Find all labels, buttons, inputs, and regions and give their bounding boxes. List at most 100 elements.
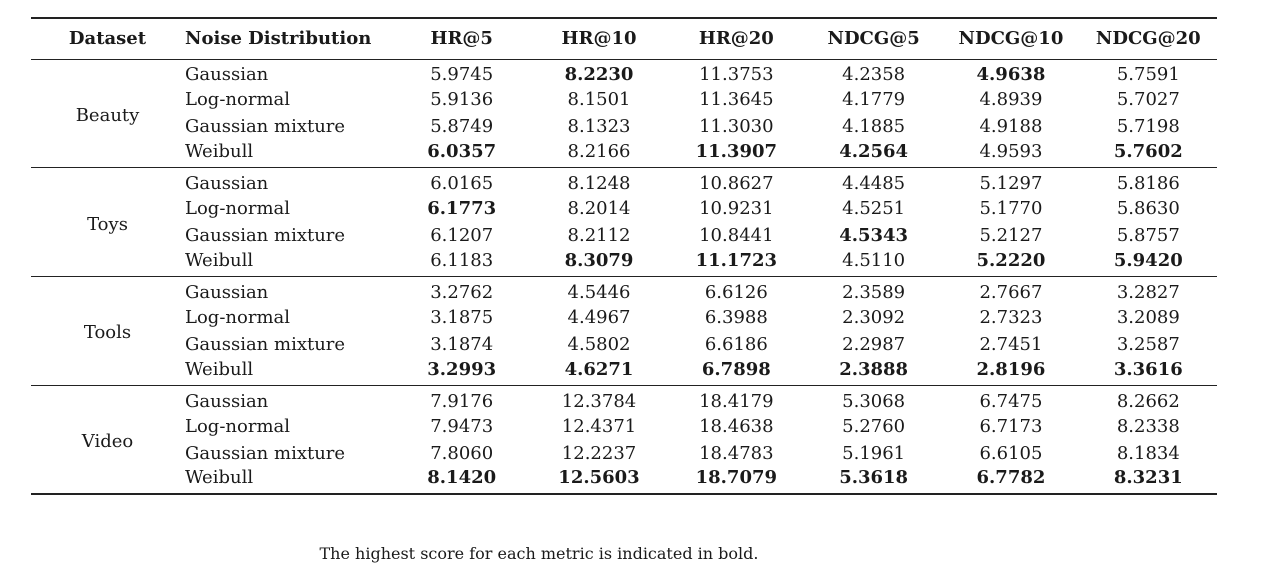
metric-value-cell: 4.5802: [567, 333, 631, 355]
metric-value-cell: 6.0165: [430, 173, 494, 195]
dataset-cell: Video: [31, 385, 185, 495]
metric-value-cell: 6.6126: [704, 281, 768, 303]
metric-value-cell: 7.9176: [430, 390, 494, 412]
metric-value-cell: 4.4485: [842, 173, 906, 195]
metric-value-cell: 4.5251: [842, 198, 906, 220]
dataset-cell: Toys: [31, 167, 185, 277]
table-row: Gaussian mixture 6.1207 8.2112 10.8441 4.534…: [31, 222, 1217, 249]
metric-value-cell: 3.2762: [430, 281, 494, 303]
noise-distribution-cell: Weibull: [184, 140, 394, 169]
table-row: Weibull 8.1420 12.5603 18.7079 5.3618 6.7782 8…: [31, 466, 1217, 496]
metric-value-cell: 4.8939: [979, 89, 1043, 111]
metric-value-cell: 6.1773: [427, 198, 497, 220]
table-body: Beauty Gaussian 5.9745 8.2230 11.3753 4.2358 4…: [31, 59, 1217, 496]
metric-value-cell: 4.5446: [567, 281, 631, 303]
metric-value-cell: 3.2827: [1116, 281, 1180, 303]
metric-value-cell: 8.3231: [1079, 466, 1217, 496]
header-ndcg-20: NDCG@20: [1079, 17, 1217, 60]
metric-value-cell: 5.2220: [942, 249, 1080, 278]
metric-value-cell: 11.3030: [699, 116, 774, 138]
noise-distribution-cell: Gaussian: [185, 173, 269, 195]
noise-distribution-cell: Gaussian: [185, 281, 269, 303]
header-ndcg-10: NDCG@10: [942, 17, 1080, 60]
metric-value-cell: 4.5343: [839, 225, 909, 247]
metric-value-cell: 5.8630: [1116, 198, 1180, 220]
header-hr-20: HR@20: [667, 17, 805, 60]
metric-value-cell: 5.1770: [979, 198, 1043, 220]
header-hr-5: HR@5: [393, 17, 531, 60]
metric-value-cell: 5.1961: [842, 442, 906, 464]
table-row: Log-normal 3.1875 4.4967 6.3988 2.3092 2.7323…: [31, 304, 1217, 331]
metric-value-cell: 8.1420: [393, 466, 531, 496]
metric-value-cell: 5.9745: [430, 64, 494, 86]
metric-value-cell: 3.3616: [1079, 358, 1217, 386]
table-row: Gaussian mixture 3.1874 4.5802 6.6186 2.2987…: [31, 331, 1217, 358]
metric-value-cell: 12.3784: [561, 390, 637, 412]
metric-value-cell: 2.3888: [804, 358, 943, 386]
metric-value-cell: 4.4967: [567, 306, 631, 328]
dataset-cell: Beauty: [31, 59, 185, 169]
metric-value-cell: 7.8060: [430, 442, 494, 464]
noise-distribution-cell: Log-normal: [185, 415, 291, 437]
metric-value-cell: 6.7782: [942, 466, 1080, 496]
table-footnote: The highest score for each metric is ind…: [319, 544, 759, 563]
noise-distribution-cell: Log-normal: [185, 306, 291, 328]
metric-value-cell: 5.2127: [979, 225, 1043, 247]
table-row: Beauty Gaussian 5.9745 8.2230 11.3753 4.2358 4…: [31, 59, 1217, 169]
metric-value-cell: 5.7591: [1116, 64, 1180, 86]
metric-value-cell: 6.6186: [704, 333, 768, 355]
dataset-cell: Tools: [31, 276, 185, 386]
metric-value-cell: 12.5603: [530, 466, 668, 496]
metric-value-cell: 3.2993: [393, 358, 531, 386]
metric-value-cell: 10.8627: [699, 173, 774, 195]
noise-distribution-cell: Gaussian: [185, 390, 269, 412]
metric-value-cell: 4.5110: [804, 249, 943, 278]
noise-distribution-cell: Log-normal: [185, 89, 291, 111]
metric-value-cell: 18.4179: [699, 390, 774, 412]
table-header: Dataset Noise Distribution HR@5 HR@10 HR…: [31, 17, 1217, 60]
header-row: Dataset Noise Distribution HR@5 HR@10 HR…: [31, 17, 1217, 60]
metric-value-cell: 4.2564: [804, 140, 943, 169]
metric-value-cell: 8.2662: [1116, 390, 1180, 412]
header-dataset: Dataset: [31, 17, 185, 60]
noise-distribution-cell: Gaussian mixture: [185, 333, 346, 355]
metric-value-cell: 5.9136: [430, 89, 494, 111]
table-row: Weibull 6.0357 8.2166 11.3907 4.2564 4.9593 5.…: [31, 140, 1217, 169]
noise-distribution-cell: Weibull: [184, 358, 394, 386]
metric-value-cell: 10.8441: [699, 225, 774, 247]
metric-value-cell: 18.4638: [699, 415, 774, 437]
metric-value-cell: 7.9473: [430, 415, 494, 437]
metric-value-cell: 8.2112: [567, 225, 631, 247]
metric-value-cell: 6.3988: [704, 306, 768, 328]
metric-value-cell: 3.2089: [1116, 306, 1180, 328]
metric-value-cell: 11.3753: [699, 64, 774, 86]
metric-value-cell: 5.7602: [1079, 140, 1217, 169]
table-row: Log-normal 6.1773 8.2014 10.9231 4.5251 5.177…: [31, 195, 1217, 222]
header-ndcg-5: NDCG@5: [804, 17, 943, 60]
metric-value-cell: 5.2760: [842, 415, 906, 437]
metric-value-cell: 6.0357: [393, 140, 531, 169]
results-table: Dataset Noise Distribution HR@5 HR@10 HR…: [31, 17, 1217, 496]
metric-value-cell: 10.9231: [699, 198, 774, 220]
metric-value-cell: 11.3645: [699, 89, 774, 111]
metric-value-cell: 8.2166: [530, 140, 668, 169]
metric-value-cell: 8.2338: [1116, 415, 1180, 437]
metric-value-cell: 4.2358: [842, 64, 906, 86]
table-row: Log-normal 5.9136 8.1501 11.3645 4.1779 4.893…: [31, 86, 1217, 113]
noise-distribution-cell: Gaussian mixture: [185, 225, 346, 247]
metric-value-cell: 8.1501: [567, 89, 631, 111]
metric-value-cell: 6.7173: [979, 415, 1043, 437]
metric-value-cell: 8.2014: [567, 198, 631, 220]
table-row: Log-normal 7.9473 12.4371 18.4638 5.2760 6.71…: [31, 412, 1217, 439]
metric-value-cell: 2.7451: [979, 333, 1043, 355]
metric-value-cell: 3.1874: [430, 333, 494, 355]
metric-value-cell: 5.8757: [1116, 225, 1180, 247]
noise-distribution-cell: Gaussian mixture: [185, 442, 346, 464]
metric-value-cell: 3.1875: [430, 306, 494, 328]
metric-value-cell: 2.7667: [979, 281, 1043, 303]
metric-value-cell: 6.1207: [430, 225, 494, 247]
metric-value-cell: 2.3589: [842, 281, 906, 303]
metric-value-cell: 5.3068: [842, 390, 906, 412]
noise-distribution-cell: Gaussian: [185, 64, 269, 86]
metric-value-cell: 5.7027: [1116, 89, 1180, 111]
